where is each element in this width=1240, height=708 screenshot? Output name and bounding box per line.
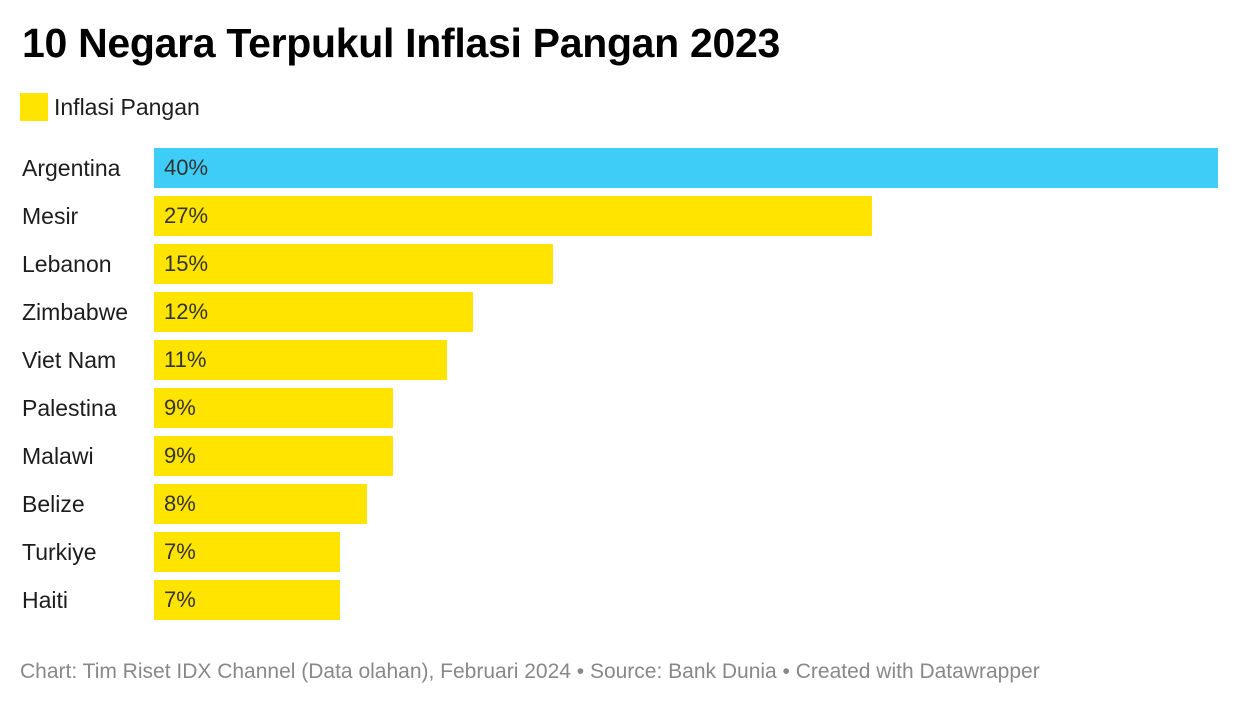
bar-category-label: Belize (22, 491, 85, 517)
bar-row: Belize 8% (0, 484, 1240, 524)
bar-category-label: Haiti (22, 587, 69, 613)
bar-value-label: 40% (164, 155, 209, 180)
bar (154, 580, 340, 620)
bar-row: Zimbabwe 12% (0, 292, 1240, 332)
bar-category-label: Viet Nam (22, 347, 117, 373)
bar-row: Palestina 9% (0, 388, 1240, 428)
bar-category-label: Turkiye (22, 539, 97, 565)
bar (154, 388, 393, 428)
bar-value-label: 8% (164, 491, 196, 516)
bar-value-label: 11% (164, 347, 207, 372)
bar-category-label: Palestina (22, 395, 117, 421)
bar (154, 340, 447, 380)
bar-row: Lebanon 15% (0, 244, 1240, 284)
bar (154, 196, 872, 236)
bar-row: Haiti 7% (0, 580, 1240, 620)
bar-row: Malawi 9% (0, 436, 1240, 476)
bar-category-label: Argentina (22, 155, 121, 181)
bar-value-label: 9% (164, 443, 196, 468)
legend-swatch (20, 93, 48, 121)
bar-category-label: Zimbabwe (22, 299, 129, 325)
bar (154, 148, 1218, 188)
bar (154, 532, 340, 572)
chart-footer-credit: Chart: Tim Riset IDX Channel (Data olaha… (20, 660, 1040, 683)
bar-value-label: 7% (164, 539, 196, 564)
bar (154, 436, 393, 476)
bar-category-label: Malawi (22, 443, 94, 469)
bar-value-label: 27% (164, 203, 209, 228)
bar-value-label: 9% (164, 395, 196, 420)
bar-value-label: 7% (164, 587, 196, 612)
bar (154, 244, 553, 284)
bar-row: Viet Nam 11% (0, 340, 1240, 380)
chart-legend: Inflasi Pangan (20, 92, 200, 122)
bar-row: Mesir 27% (0, 196, 1240, 236)
chart-title: 10 Negara Terpukul Inflasi Pangan 2023 (22, 20, 781, 66)
bar-category-label: Mesir (22, 203, 79, 229)
bar-value-label: 12% (164, 299, 209, 324)
bar-category-label: Lebanon (22, 251, 112, 277)
legend-label: Inflasi Pangan (54, 93, 200, 120)
bar-row: Turkiye 7% (0, 532, 1240, 572)
bar (154, 484, 367, 524)
bar-value-label: 15% (164, 251, 209, 276)
bar (154, 292, 473, 332)
bar-row: Argentina 40% (0, 148, 1240, 188)
